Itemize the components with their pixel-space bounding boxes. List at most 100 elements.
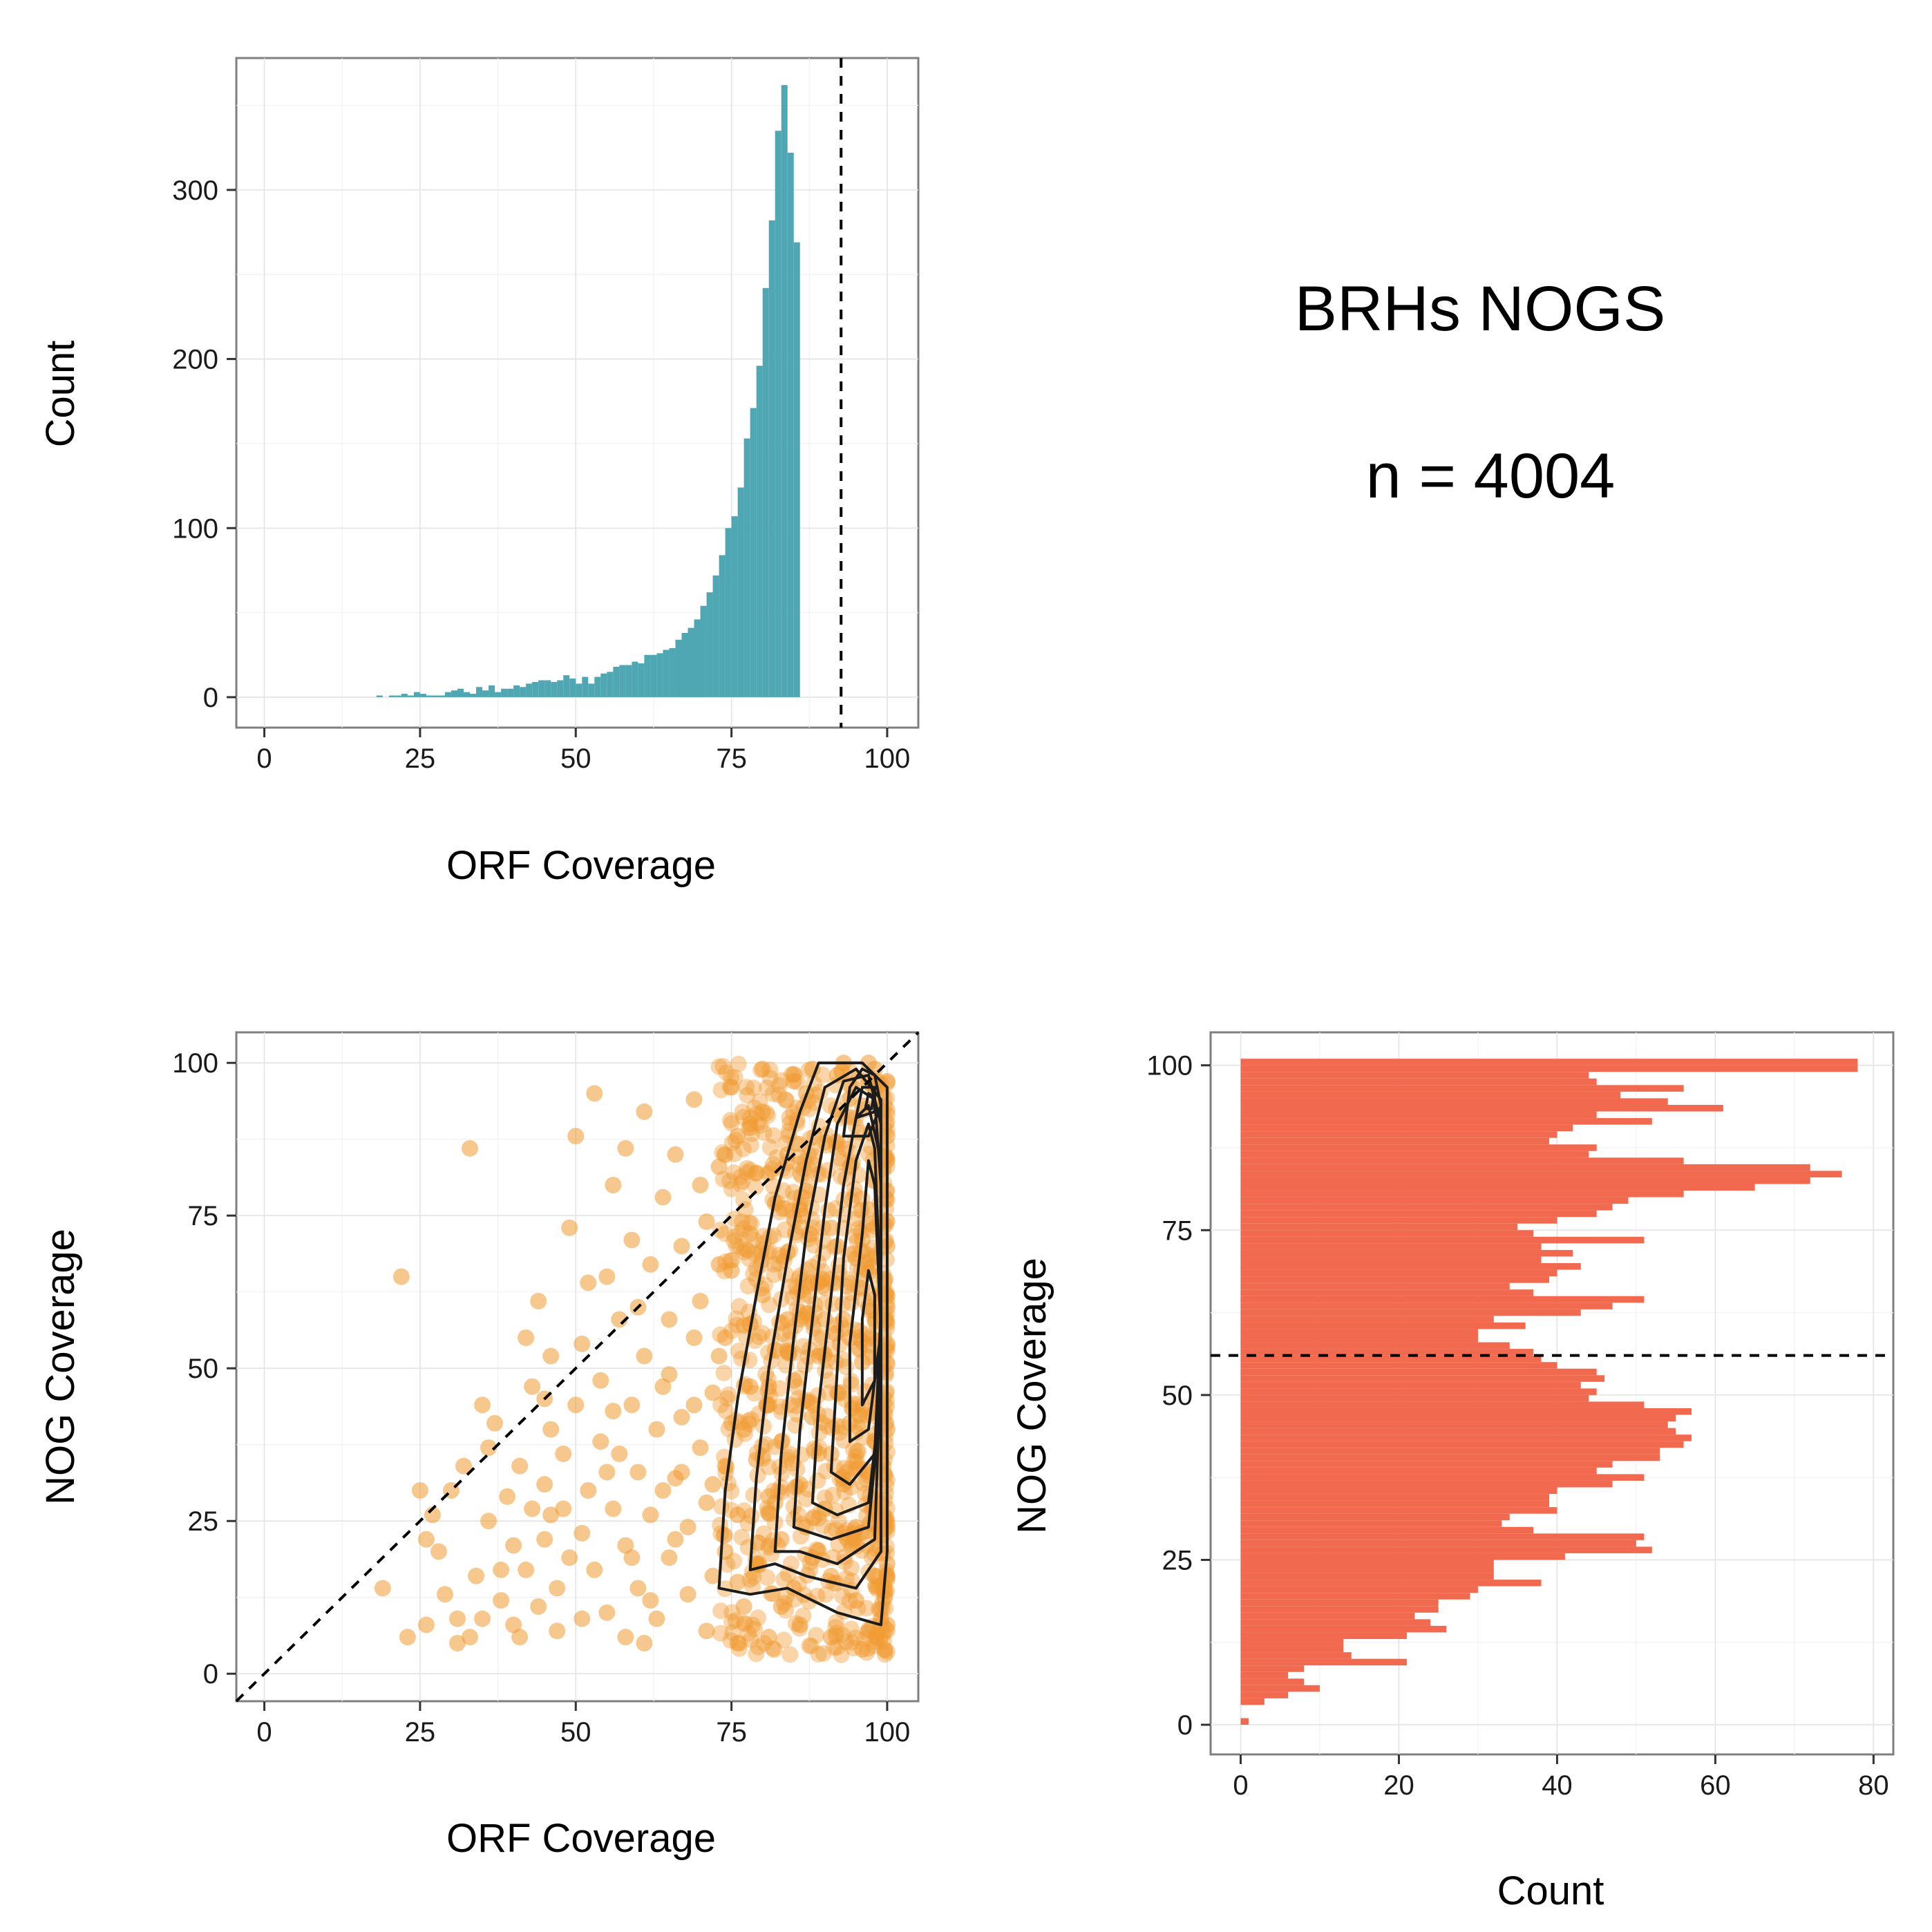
scatter-point <box>698 1494 715 1511</box>
scatter-point <box>785 1072 802 1090</box>
histogram-bar <box>625 665 632 697</box>
scatter-point <box>876 1646 893 1663</box>
scatter-point <box>723 1115 740 1132</box>
x-tick-label: 25 <box>405 1717 436 1748</box>
histogram-bar <box>407 695 414 697</box>
scatter-point <box>773 1072 790 1089</box>
scatter-point <box>679 1519 697 1536</box>
scatter-point <box>480 1513 498 1530</box>
horizontal-histogram-bar <box>1240 1104 1723 1112</box>
horizontal-histogram-bar <box>1240 1349 1534 1356</box>
horizontal-histogram-bar <box>1240 1078 1597 1086</box>
scatter-point <box>745 1265 762 1282</box>
scatter-x-axis-title: ORF Coverage <box>446 1816 716 1861</box>
horizontal-histogram-bar <box>1240 1316 1494 1323</box>
histogram-bar <box>419 694 426 697</box>
scatter-point <box>736 1614 753 1631</box>
scatter-point <box>735 1598 752 1615</box>
scatter-point <box>417 1616 435 1633</box>
scatter-point <box>810 1646 827 1663</box>
scatter-point <box>810 1445 827 1462</box>
scatter-point <box>733 1528 750 1546</box>
scatter-point <box>692 1439 709 1457</box>
scatter-point <box>518 1329 535 1347</box>
scatter-point <box>725 1232 742 1249</box>
histogram-bar <box>750 408 757 697</box>
scatter-point <box>760 1378 777 1395</box>
horizontal-histogram-bar <box>1240 1223 1518 1231</box>
scatter-point <box>754 1103 771 1120</box>
histogram-bar <box>464 692 471 697</box>
horizontal-histogram-bar <box>1240 1573 1494 1580</box>
scatter-point <box>524 1378 541 1395</box>
horizontal-histogram-bar <box>1240 1526 1534 1534</box>
scatter-point <box>719 1390 736 1407</box>
horizontal-histogram-bar <box>1240 1282 1510 1290</box>
scatter-point <box>834 1587 851 1604</box>
horizontal-histogram-bar <box>1240 1217 1557 1224</box>
scatter-point <box>791 1135 808 1153</box>
x-tick-label: 40 <box>1542 1770 1573 1801</box>
scatter-point <box>685 1329 703 1347</box>
histogram-bar <box>388 695 395 697</box>
scatter-point <box>549 1622 566 1640</box>
scatter-point <box>455 1457 472 1475</box>
scatter-point <box>726 1210 743 1227</box>
histogram-bar <box>594 676 601 697</box>
horizontal-histogram-bar <box>1240 1137 1549 1145</box>
scatter-point <box>788 1285 806 1302</box>
scatter-point <box>617 1629 634 1646</box>
scatter-point <box>549 1580 566 1597</box>
scatter-point <box>848 1211 865 1228</box>
x-tick-label: 50 <box>560 744 591 774</box>
scatter-point <box>667 1531 684 1548</box>
scatter-point <box>878 1072 896 1090</box>
scatter-point <box>567 1128 585 1145</box>
scatter-point <box>869 1580 886 1598</box>
scatter-point <box>716 1526 733 1544</box>
scatter-point <box>399 1629 416 1646</box>
scatter-point <box>774 1325 791 1343</box>
horizontal-histogram-bar <box>1240 1249 1573 1257</box>
scatter-point <box>726 1228 744 1245</box>
histogram-bar <box>513 685 520 697</box>
scatter-point <box>766 1641 783 1658</box>
histogram-bar <box>432 695 439 697</box>
scatter-point <box>735 1140 752 1157</box>
scatter-point <box>876 1520 893 1537</box>
scatter-point <box>853 1401 871 1418</box>
horizontal-histogram-bar <box>1240 1085 1684 1092</box>
scatter-point <box>878 1643 896 1660</box>
scatter-point <box>791 1616 808 1633</box>
horizontal-histogram-bar <box>1240 1276 1549 1283</box>
scatter-point <box>586 1561 603 1578</box>
scatter-point <box>804 1258 821 1276</box>
scatter-point <box>848 1443 865 1460</box>
density-contour-line <box>748 1068 882 1590</box>
scatter-point <box>745 1486 762 1504</box>
scatter-point <box>580 1274 597 1291</box>
summary-panel: BRHs NOGS n = 4004 <box>1295 274 1666 511</box>
histogram-bar <box>532 681 539 697</box>
horizontal-histogram-bar <box>1240 1692 1289 1698</box>
scatter-point <box>770 1086 788 1104</box>
scatter-point <box>698 1213 715 1231</box>
histogram-bar <box>712 575 719 697</box>
scatter-point <box>480 1439 498 1457</box>
scatter-point <box>712 1602 730 1620</box>
horizontal-histogram-bar <box>1240 1474 1645 1481</box>
histogram-bar <box>650 654 657 697</box>
histogram-x-axis-title: ORF Coverage <box>446 843 716 888</box>
horizontal-histogram-bar <box>1240 1184 1755 1191</box>
scatter-point <box>673 1464 690 1481</box>
scatter-point <box>753 1325 770 1342</box>
scatter-point <box>448 1635 466 1652</box>
histogram-bar <box>619 665 626 697</box>
horizontal-histogram-ticks: 0 20 40 60 80 0 25 50 75 100 <box>1146 1051 1888 1801</box>
scatter-point <box>721 1172 738 1189</box>
scatter-point <box>741 1571 759 1589</box>
scatter-point <box>605 1403 622 1420</box>
scatter-point <box>850 1443 867 1460</box>
horizontal-histogram-bar <box>1240 1210 1597 1218</box>
scatter-point <box>730 1343 747 1360</box>
